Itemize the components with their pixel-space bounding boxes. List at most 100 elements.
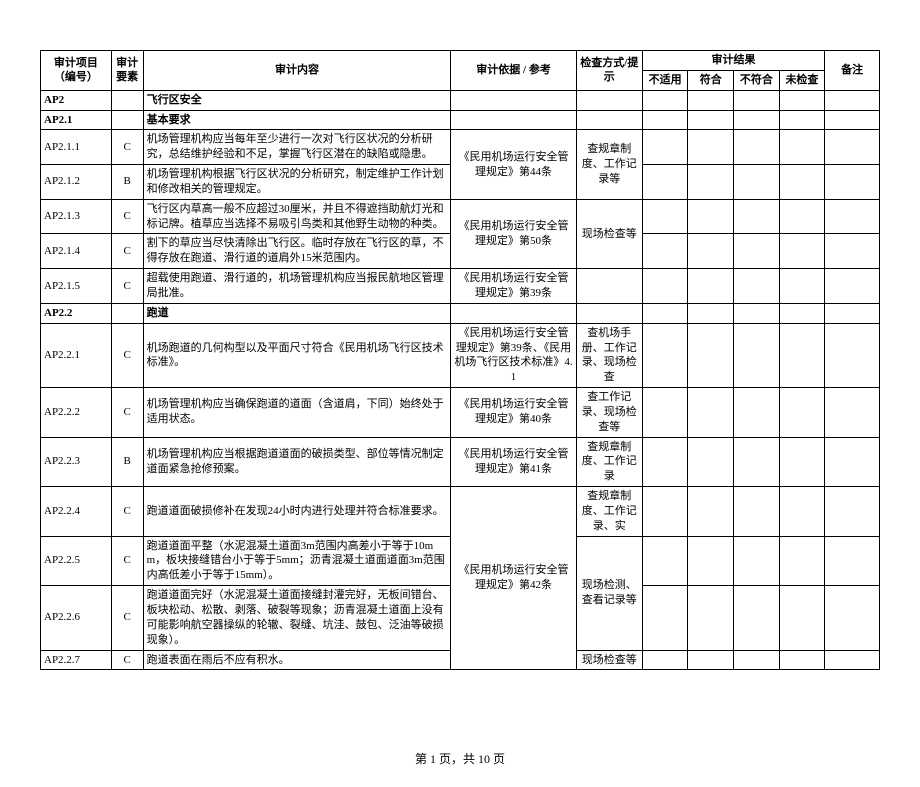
cell-result [779, 650, 825, 670]
cell-content: 机场管理机构应当确保跑道的道面（含道肩，下同）始终处于适用状态。 [143, 388, 451, 438]
cell-elem: C [111, 388, 143, 438]
cell-id: AP2.2.3 [41, 437, 112, 487]
cell-id: AP2.1.1 [41, 130, 112, 165]
cell-content: 机场管理机构应当根据跑道道面的破损类型、部位等情况制定道面紧急抢修预案。 [143, 437, 451, 487]
cell-content: 机场管理机构根据飞行区状况的分析研究，制定维护工作计划和修改相关的管理规定。 [143, 165, 451, 200]
cell-remark [825, 110, 880, 130]
cell-basis: 《民用机场运行安全管理规定》第40条 [451, 388, 576, 438]
cell-mode: 查规章制度、工作记录、实 [576, 487, 642, 537]
cell-result [779, 388, 825, 438]
cell-result [734, 323, 780, 387]
cell-elem: C [111, 234, 143, 269]
cell-result [642, 586, 688, 650]
table-row: AP2.1.3C飞行区内草高一般不应超过30厘米，并且不得遮挡助航灯光和标记牌。… [41, 199, 880, 234]
cell-elem: B [111, 437, 143, 487]
cell-mode [576, 303, 642, 323]
cell-content: 跑道道面完好（水泥混凝土道面接缝封灌完好，无板间错台、板块松动、松散、剥落、破裂… [143, 586, 451, 650]
cell-result [642, 269, 688, 304]
cell-content: 跑道 [143, 303, 451, 323]
cell-basis [451, 90, 576, 110]
cell-basis: 《民用机场运行安全管理规定》第50条 [451, 199, 576, 268]
cell-result [734, 388, 780, 438]
cell-remark [825, 165, 880, 200]
cell-content: 跑道道面平整（水泥混凝土道面3m范围内高差小于等于10mm，板块接缝错台小于等于… [143, 536, 451, 586]
table-row: AP2.2.2C机场管理机构应当确保跑道的道面（含道肩，下同）始终处于适用状态。… [41, 388, 880, 438]
cell-elem: C [111, 199, 143, 234]
cell-content: 跑道表面在雨后不应有积水。 [143, 650, 451, 670]
cell-result [688, 536, 734, 586]
cell-result [779, 90, 825, 110]
cell-id: AP2.2.7 [41, 650, 112, 670]
cell-remark [825, 269, 880, 304]
cell-result [734, 90, 780, 110]
cell-elem: C [111, 323, 143, 387]
cell-remark [825, 586, 880, 650]
table-row: AP2.2.4C跑道道面破损修补在发现24小时内进行处理并符合标准要求。《民用机… [41, 487, 880, 537]
cell-basis: 《民用机场运行安全管理规定》第39条、《民用机场飞行区技术标准》4.1 [451, 323, 576, 387]
cell-remark [825, 536, 880, 586]
cell-content: 割下的草应当尽快清除出飞行区。临时存放在飞行区的草，不得存放在跑道、滑行道的道肩… [143, 234, 451, 269]
cell-content: 基本要求 [143, 110, 451, 130]
cell-result [779, 586, 825, 650]
cell-mode [576, 110, 642, 130]
cell-result [734, 234, 780, 269]
cell-result [779, 323, 825, 387]
cell-mode: 现场检查等 [576, 650, 642, 670]
page-footer: 第 1 页，共 10 页 [40, 750, 880, 767]
cell-result [734, 130, 780, 165]
table-row: AP2.2.1C机场跑道的几何构型以及平面尺寸符合《民用机场飞行区技术标准》。《… [41, 323, 880, 387]
cell-elem: C [111, 650, 143, 670]
cell-basis: 《民用机场运行安全管理规定》第39条 [451, 269, 576, 304]
cell-result [779, 130, 825, 165]
cell-elem: B [111, 165, 143, 200]
th-r2: 符合 [688, 70, 734, 90]
cell-result [779, 437, 825, 487]
cell-result [642, 650, 688, 670]
cell-content: 机场跑道的几何构型以及平面尺寸符合《民用机场飞行区技术标准》。 [143, 323, 451, 387]
cell-result [642, 234, 688, 269]
table-body: AP2飞行区安全AP2.1基本要求AP2.1.1C机场管理机构应当每年至少进行一… [41, 90, 880, 670]
th-basis: 审计依据 / 参考 [451, 51, 576, 91]
cell-result [688, 437, 734, 487]
cell-result [688, 323, 734, 387]
cell-result [779, 234, 825, 269]
cell-remark [825, 303, 880, 323]
cell-mode: 查规章制度、工作记录 [576, 437, 642, 487]
cell-result [688, 487, 734, 537]
th-content: 审计内容 [143, 51, 451, 91]
cell-mode: 查工作记录、现场检查等 [576, 388, 642, 438]
cell-id: AP2.1.5 [41, 269, 112, 304]
cell-result [688, 110, 734, 130]
cell-result [688, 388, 734, 438]
cell-remark [825, 650, 880, 670]
cell-result [779, 487, 825, 537]
cell-elem [111, 90, 143, 110]
cell-result [734, 303, 780, 323]
cell-result [642, 90, 688, 110]
cell-result [734, 536, 780, 586]
cell-id: AP2.2.1 [41, 323, 112, 387]
cell-content: 机场管理机构应当每年至少进行一次对飞行区状况的分析研究，总结维护经验和不足，掌握… [143, 130, 451, 165]
cell-remark [825, 487, 880, 537]
cell-id: AP2.2.5 [41, 536, 112, 586]
cell-remark [825, 199, 880, 234]
cell-elem: C [111, 586, 143, 650]
cell-remark [825, 130, 880, 165]
cell-mode: 现场检测、查看记录等 [576, 536, 642, 650]
cell-basis [451, 303, 576, 323]
cell-content: 超载使用跑道、滑行道的，机场管理机构应当报民航地区管理局批准。 [143, 269, 451, 304]
th-elem: 审计要素 [111, 51, 143, 91]
cell-id: AP2.1.3 [41, 199, 112, 234]
cell-basis: 《民用机场运行安全管理规定》第44条 [451, 130, 576, 199]
cell-result [642, 536, 688, 586]
cell-result [688, 199, 734, 234]
cell-id: AP2.2.4 [41, 487, 112, 537]
th-r4: 未检查 [779, 70, 825, 90]
cell-result [642, 199, 688, 234]
table-row: AP2.2跑道 [41, 303, 880, 323]
cell-result [734, 650, 780, 670]
table-row: AP2.1.1C机场管理机构应当每年至少进行一次对飞行区状况的分析研究，总结维护… [41, 130, 880, 165]
cell-result [779, 165, 825, 200]
th-remark: 备注 [825, 51, 880, 91]
cell-elem: C [111, 269, 143, 304]
